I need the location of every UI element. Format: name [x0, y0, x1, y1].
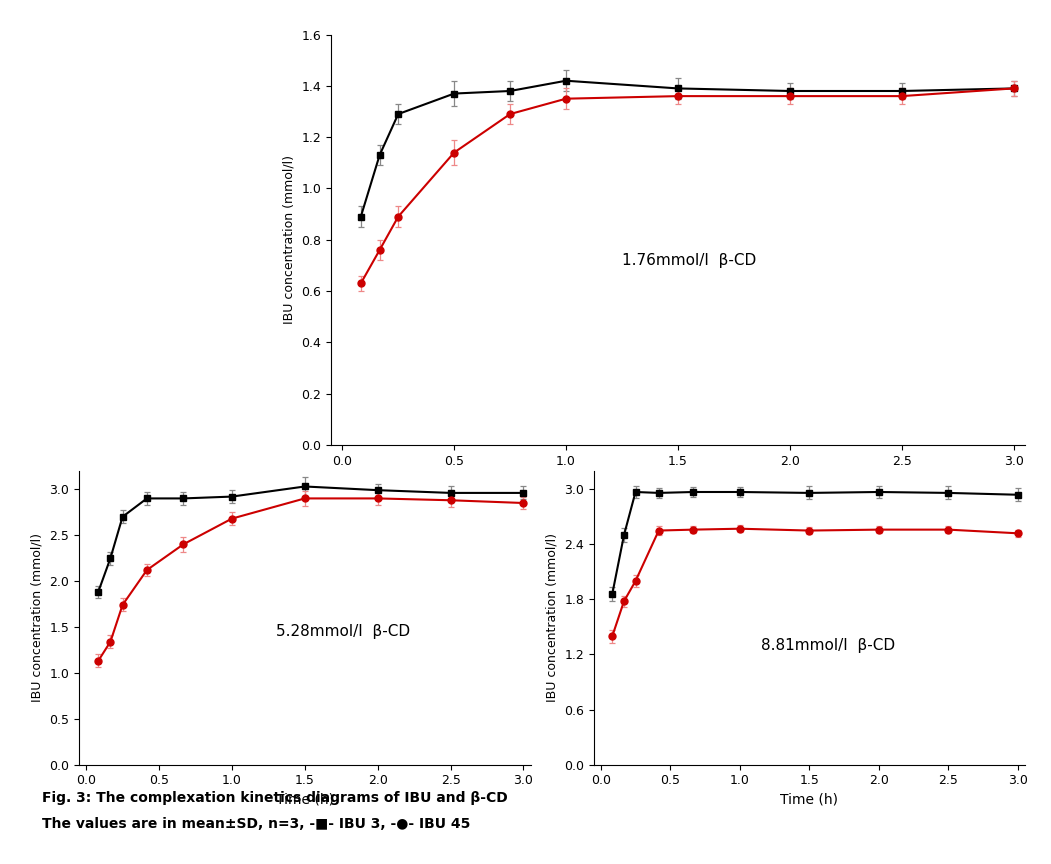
X-axis label: Time (h): Time (h) — [648, 473, 707, 487]
Text: 8.81mmol/I  β-CD: 8.81mmol/I β-CD — [761, 638, 894, 653]
Text: The values are in mean±SD, n=3, -■- IBU 3, -●- IBU 45: The values are in mean±SD, n=3, -■- IBU … — [42, 816, 471, 830]
X-axis label: Time (h): Time (h) — [275, 793, 334, 807]
Y-axis label: IBU concentration (mmol/l): IBU concentration (mmol/l) — [545, 533, 558, 702]
Y-axis label: IBU concentration (mmol/l): IBU concentration (mmol/l) — [283, 156, 295, 324]
Text: 1.76mmol/I  β-CD: 1.76mmol/I β-CD — [622, 253, 757, 268]
Text: Fig. 3: The complexation kinetics diagrams of IBU and β-CD: Fig. 3: The complexation kinetics diagra… — [42, 791, 508, 804]
X-axis label: Time (h): Time (h) — [780, 793, 839, 807]
Text: 5.28mmol/I  β-CD: 5.28mmol/I β-CD — [275, 624, 410, 639]
Y-axis label: IBU concentration (mmol/l): IBU concentration (mmol/l) — [30, 533, 43, 702]
